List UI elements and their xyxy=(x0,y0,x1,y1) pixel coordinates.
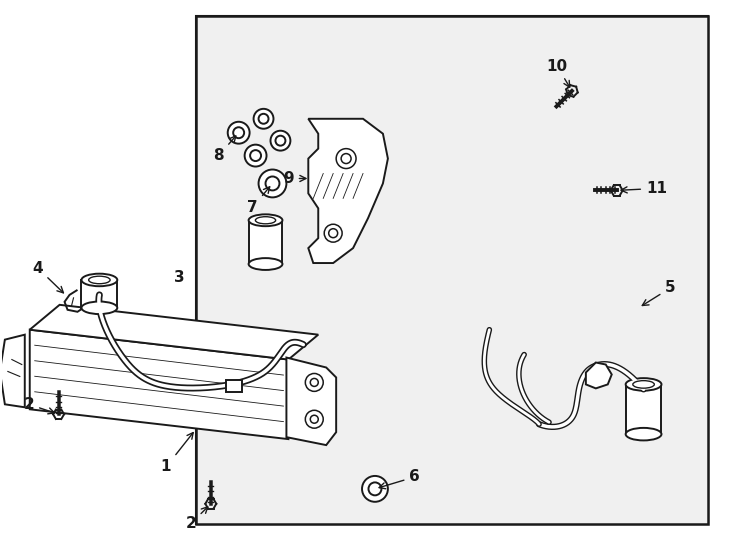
Text: 10: 10 xyxy=(546,58,570,87)
Circle shape xyxy=(271,131,291,151)
Bar xyxy=(625,384,661,434)
Ellipse shape xyxy=(81,301,117,314)
Circle shape xyxy=(324,224,342,242)
Circle shape xyxy=(266,177,280,191)
Circle shape xyxy=(341,153,351,164)
Circle shape xyxy=(244,145,266,166)
Circle shape xyxy=(250,150,261,161)
Ellipse shape xyxy=(255,217,276,224)
Text: 4: 4 xyxy=(32,260,63,293)
Text: 11: 11 xyxy=(621,181,667,196)
Circle shape xyxy=(258,114,269,124)
Polygon shape xyxy=(0,335,25,407)
Text: 6: 6 xyxy=(379,469,420,489)
Bar xyxy=(81,280,117,308)
Ellipse shape xyxy=(625,428,661,441)
Polygon shape xyxy=(30,305,319,360)
Text: 1: 1 xyxy=(161,433,193,475)
Polygon shape xyxy=(308,119,388,263)
Circle shape xyxy=(362,476,388,502)
Ellipse shape xyxy=(625,378,661,390)
Ellipse shape xyxy=(249,258,283,270)
Circle shape xyxy=(305,374,323,391)
Circle shape xyxy=(310,415,319,423)
Polygon shape xyxy=(196,16,708,524)
Circle shape xyxy=(253,109,274,129)
Circle shape xyxy=(275,136,286,146)
Text: 5: 5 xyxy=(642,280,676,306)
Circle shape xyxy=(368,482,382,495)
Ellipse shape xyxy=(633,381,654,388)
Circle shape xyxy=(336,148,356,168)
Circle shape xyxy=(258,170,286,198)
Ellipse shape xyxy=(89,276,110,284)
Text: 9: 9 xyxy=(283,171,306,186)
Polygon shape xyxy=(586,362,611,388)
Ellipse shape xyxy=(249,214,283,226)
Text: 8: 8 xyxy=(214,136,236,163)
Circle shape xyxy=(329,229,338,238)
Circle shape xyxy=(228,122,250,144)
Polygon shape xyxy=(286,357,336,445)
Bar xyxy=(249,220,283,264)
Circle shape xyxy=(310,379,319,387)
Bar xyxy=(226,380,241,393)
Text: 3: 3 xyxy=(174,271,184,286)
Circle shape xyxy=(305,410,323,428)
Circle shape xyxy=(233,127,244,138)
Ellipse shape xyxy=(81,274,117,286)
Polygon shape xyxy=(30,330,288,439)
Text: 7: 7 xyxy=(247,187,269,215)
Text: 2: 2 xyxy=(23,397,54,414)
Text: 2: 2 xyxy=(186,507,208,531)
Polygon shape xyxy=(196,16,708,524)
